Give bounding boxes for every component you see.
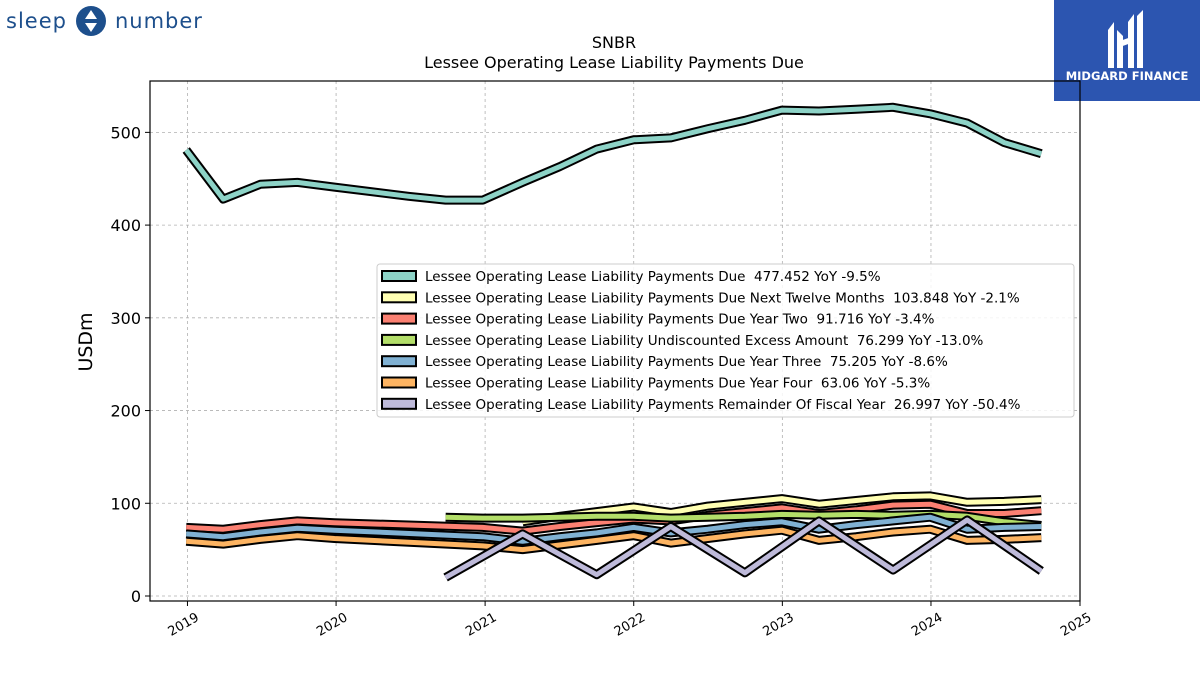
legend-swatch — [381, 312, 417, 325]
midgard-finance-badge: MIDGARD FINANCE — [1054, 0, 1200, 101]
x-tick-label: 2019 — [166, 610, 202, 640]
x-tick-label: 2024 — [909, 610, 945, 640]
legend-entry: Lessee Operating Lease Liability Payment… — [425, 376, 930, 392]
legend-entry: Lessee Operating Lease Liability Payment… — [425, 269, 881, 285]
chart-title: SNBR — [592, 33, 636, 52]
y-tick-label: 300 — [110, 309, 141, 328]
legend-box — [376, 263, 1075, 418]
legend-entry: Lessee Operating Lease Liability Payment… — [425, 354, 948, 370]
sleep-number-logo-icon — [75, 6, 106, 36]
midgard-logo-icon — [1108, 10, 1143, 68]
x-tick-label: 2023 — [761, 610, 797, 640]
legend-entry: Lessee Operating Lease Liability Payment… — [425, 397, 1021, 413]
series-line — [186, 514, 1042, 544]
legend-swatch — [381, 397, 417, 410]
x-tick-label: 2021 — [463, 610, 499, 640]
legend-entry: Lessee Operating Lease Liability Payment… — [425, 290, 1020, 306]
badge-label: MIDGARD FINANCE — [1065, 69, 1189, 83]
series-line — [186, 526, 1042, 553]
x-tick-label: 2020 — [314, 610, 350, 640]
brand-left-word: sleep — [6, 9, 67, 33]
legend-swatch — [381, 291, 417, 304]
legend-swatch — [381, 355, 417, 368]
y-tick-label: 400 — [110, 216, 141, 235]
legend-swatch — [381, 376, 417, 389]
series-line — [184, 104, 1043, 203]
y-tick-label: 500 — [110, 123, 141, 142]
series-line — [445, 511, 1042, 528]
y-tick-label: 100 — [110, 494, 141, 513]
series-line — [522, 493, 1042, 525]
legend-entry: Lessee Operating Lease Liability Payment… — [425, 312, 935, 328]
legend-swatch — [381, 270, 417, 282]
x-tick-label: 2025 — [1058, 610, 1094, 640]
chart-subtitle: Lessee Operating Lease Liability Payment… — [424, 53, 804, 72]
y-tick-label: 0 — [131, 587, 141, 606]
brand-right-word: number — [114, 9, 203, 33]
y-tick-label: 200 — [110, 402, 141, 421]
series-line — [444, 517, 1043, 580]
y-axis-label: USDm — [75, 312, 97, 371]
sleep-number-logo: sleep number — [6, 4, 203, 38]
legend-entry: Lessee Operating Lease Liability Undisco… — [425, 333, 984, 349]
axes-frame — [149, 80, 1081, 602]
legend: Lessee Operating Lease Liability Payment… — [376, 263, 1075, 418]
legend-swatch — [381, 333, 417, 346]
x-tick-label: 2022 — [612, 610, 648, 640]
